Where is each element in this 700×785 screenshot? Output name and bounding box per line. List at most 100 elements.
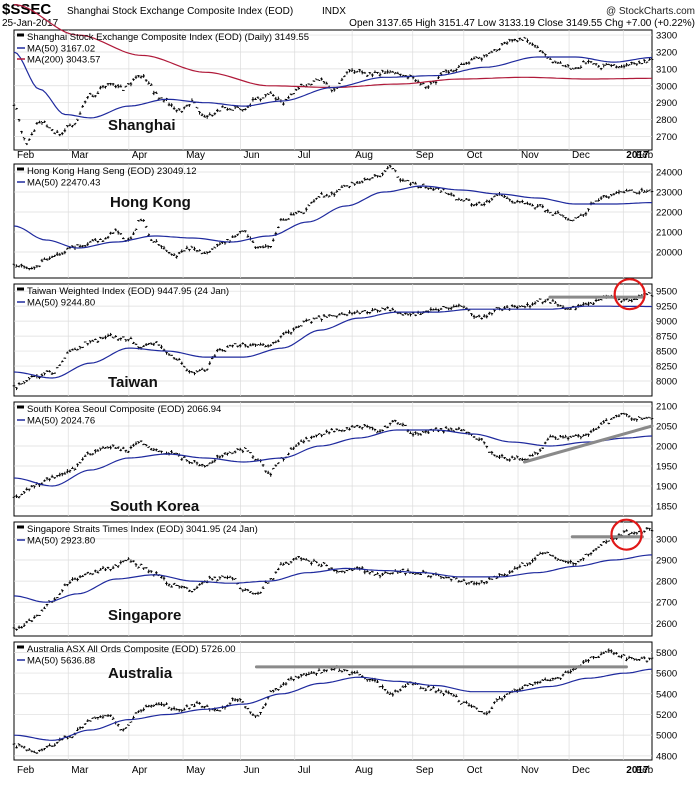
y-tick-label: 3000: [656, 534, 677, 545]
price-bar: [496, 307, 499, 308]
panel-label: Shanghai: [108, 117, 176, 134]
price-bar: [595, 201, 598, 202]
legend-swatch-price: [17, 526, 24, 529]
price-bar: [333, 316, 336, 317]
y-tick-label: 2800: [656, 115, 677, 126]
legend-swatch-price: [17, 406, 24, 409]
price-bar: [620, 192, 623, 193]
x-tick-label-bottom: Dec: [572, 765, 590, 776]
x-tick-label-top: Oct: [467, 150, 483, 161]
y-tick-label: 5600: [656, 669, 677, 680]
legend-swatch-price: [17, 34, 24, 37]
price-bar: [130, 722, 133, 723]
x-tick-label-top: Dec: [572, 150, 590, 161]
legend-title: Hong Kong Hang Seng (EOD) 23049.12: [27, 166, 197, 177]
x-tick-label-bottom: Aug: [355, 765, 373, 776]
y-tick-label: 22000: [656, 208, 682, 219]
price-bar: [491, 579, 494, 580]
x-tick-label-bottom: Feb: [17, 765, 35, 776]
y-tick-label: 2700: [656, 598, 677, 609]
x-tick-label-top: Mar: [71, 150, 89, 161]
y-tick-label: 24000: [656, 168, 682, 179]
legend-ma50: MA(50) 3167.02: [27, 44, 95, 55]
y-tick-label: 1850: [656, 502, 677, 513]
panel-label: Australia: [108, 665, 173, 682]
y-tick-label: 2800: [656, 577, 677, 588]
legend-ma50: MA(50) 2024.76: [27, 416, 95, 427]
y-tick-label: 9000: [656, 317, 677, 328]
chart-symbol: $SSEC: [2, 1, 51, 18]
x-tick-label-top: Nov: [521, 150, 539, 161]
y-tick-label: 9500: [656, 287, 677, 298]
legend-ma200: MA(200) 3043.57: [27, 55, 100, 66]
x-tick-label-bottom: Jun: [243, 765, 259, 776]
x-tick-label-top: Apr: [132, 150, 148, 161]
x-tick-label-top: Sep: [416, 150, 434, 161]
y-tick-label: 20000: [656, 248, 682, 259]
x-tick-label-bottom: Nov: [521, 765, 539, 776]
y-tick-label: 2900: [656, 556, 677, 567]
price-bar: [397, 177, 400, 178]
y-tick-label: 8000: [656, 377, 677, 388]
y-tick-label: 5200: [656, 710, 677, 721]
panel-label: South Korea: [110, 498, 200, 515]
price-bar: [308, 319, 311, 320]
x-tick-label-top: Jun: [243, 150, 259, 161]
y-tick-label: 3000: [656, 81, 677, 92]
y-tick-label: 2900: [656, 98, 677, 109]
price-bar: [585, 554, 588, 555]
legend-title: Taiwan Weighted Index (EOD) 9447.95 (24 …: [27, 286, 229, 297]
y-tick-label: 9250: [656, 302, 677, 313]
y-tick-label: 2600: [656, 619, 677, 630]
y-tick-label: 8250: [656, 362, 677, 373]
legend-title: South Korea Seoul Composite (EOD) 2066.9…: [27, 404, 221, 415]
y-tick-label: 2000: [656, 442, 677, 453]
price-bar: [104, 715, 107, 716]
panel-label: Hong Kong: [110, 194, 191, 211]
y-tick-label: 4800: [656, 751, 677, 762]
x-tick-label-top: Jul: [298, 150, 311, 161]
y-tick-label: 8500: [656, 347, 677, 358]
price-bar: [488, 452, 491, 453]
price-bar: [595, 657, 598, 658]
y-tick-label: 23000: [656, 188, 682, 199]
y-tick-label: 2700: [656, 132, 677, 143]
x-tick-label-top: Feb: [636, 150, 654, 161]
y-tick-label: 1900: [656, 482, 677, 493]
price-bar: [562, 65, 565, 66]
legend-title: Shanghai Stock Exchange Composite Index …: [27, 32, 309, 43]
legend-ma50: MA(50) 9244.80: [27, 298, 95, 309]
y-tick-label: 2050: [656, 422, 677, 433]
price-bar: [338, 189, 341, 190]
y-tick-label: 1950: [656, 462, 677, 473]
legend-ma50: MA(50) 22470.43: [27, 178, 100, 189]
y-tick-label: 5800: [656, 648, 677, 659]
y-tick-label: 8750: [656, 332, 677, 343]
x-tick-label-top: Aug: [355, 150, 373, 161]
quote-line: Open 3137.65 High 3151.47 Low 3133.19 Cl…: [349, 18, 695, 29]
x-tick-label-bottom: May: [186, 765, 205, 776]
x-tick-label-bottom: Oct: [467, 765, 483, 776]
y-tick-label: 21000: [656, 228, 682, 239]
y-tick-label: 5400: [656, 689, 677, 700]
price-bar: [346, 185, 349, 186]
x-tick-label-bottom: Jul: [298, 765, 311, 776]
y-tick-label: 3100: [656, 64, 677, 75]
legend-title: Singapore Straits Times Index (EOD) 3041…: [27, 524, 258, 535]
legend-swatch-price: [17, 168, 24, 171]
price-bar: [404, 181, 407, 182]
y-tick-label: 3300: [656, 31, 677, 42]
price-bar: [607, 541, 610, 542]
panel-label: Singapore: [108, 607, 181, 624]
legend-swatch-price: [17, 288, 24, 291]
legend-ma50: MA(50) 2923.80: [27, 536, 95, 547]
price-bar: [262, 97, 265, 98]
legend-title: Australia ASX All Ords Composite (EOD) 5…: [27, 644, 236, 655]
x-tick-label-bottom: Sep: [416, 765, 434, 776]
legend-ma50: MA(50) 5636.88: [27, 656, 95, 667]
x-tick-label-top: Feb: [17, 150, 35, 161]
y-tick-label: 5000: [656, 731, 677, 742]
legend-swatch-price: [17, 646, 24, 649]
